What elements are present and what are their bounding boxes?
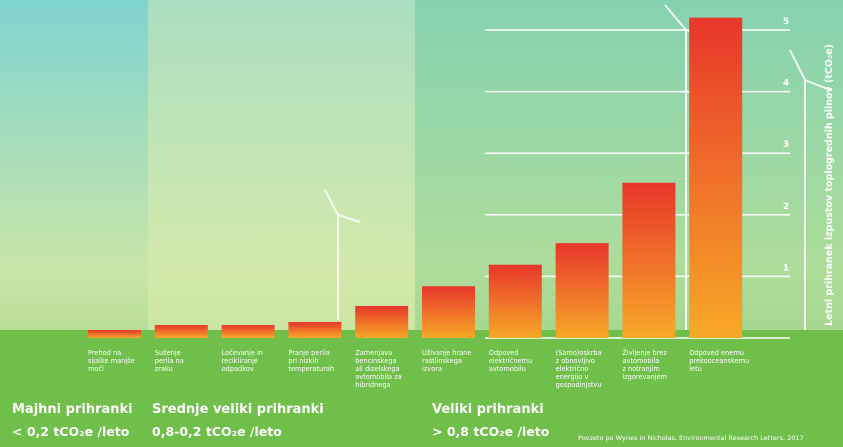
bar	[489, 265, 542, 338]
category-label: Uživanje hrane rastlinskega izvora	[422, 349, 484, 373]
chart: Letni prihranek izpustov toplogrednih pl…	[0, 0, 843, 447]
category-label: Življenje brez avtomobila z notranjim iz…	[622, 349, 684, 381]
group-title: Majhni prihranki	[12, 402, 133, 417]
category-label: Sušenje perila na zraku	[155, 349, 217, 373]
group-title: Veliki prihranki	[432, 402, 544, 417]
group-title: Srednje veliki prihranki	[152, 402, 324, 417]
y-tick-label: 2	[783, 202, 789, 212]
y-tick-label: 3	[783, 140, 789, 150]
y-tick-label: 5	[783, 17, 789, 27]
infographic: Letni prihranek izpustov toplogrednih pl…	[0, 0, 843, 447]
category-label: Prehod na sijalke manjše moči	[88, 349, 150, 373]
category-label: Pranje perila pri nizkih temperaturah	[288, 349, 350, 373]
bar	[556, 243, 609, 338]
category-label: Odpoved enemu prekooceanskemu letu	[689, 349, 751, 373]
bar	[622, 183, 675, 338]
category-label: (Samo)oskrba z obnovljivo električno ene…	[556, 349, 618, 389]
bar	[155, 325, 208, 338]
y-tick-label: 4	[783, 79, 789, 89]
bar	[88, 330, 141, 338]
bar	[288, 322, 341, 338]
bar	[422, 286, 475, 338]
bar	[689, 18, 742, 338]
y-axis-label: Letni prihranek izpustov toplogrednih pl…	[824, 44, 835, 326]
category-label: Odpoved električnemu avtomobilu	[489, 349, 551, 373]
group-subtitle: > 0,8 tCO₂e /leto	[432, 424, 549, 439]
group-subtitle: < 0,2 tCO₂e /leto	[12, 424, 129, 439]
category-label: Zamenjava bencinskega ali dizelskega avt…	[355, 349, 417, 389]
source: Povzeto po Wynes in Nicholas, Environmen…	[578, 434, 804, 442]
category-label: Ločevanje in recikliranje odpadkov	[222, 349, 284, 373]
group-subtitle: 0,8-0,2 tCO₂e /leto	[152, 424, 282, 439]
bar	[355, 306, 408, 338]
bar	[222, 325, 275, 338]
y-tick-label: 1	[783, 263, 789, 273]
